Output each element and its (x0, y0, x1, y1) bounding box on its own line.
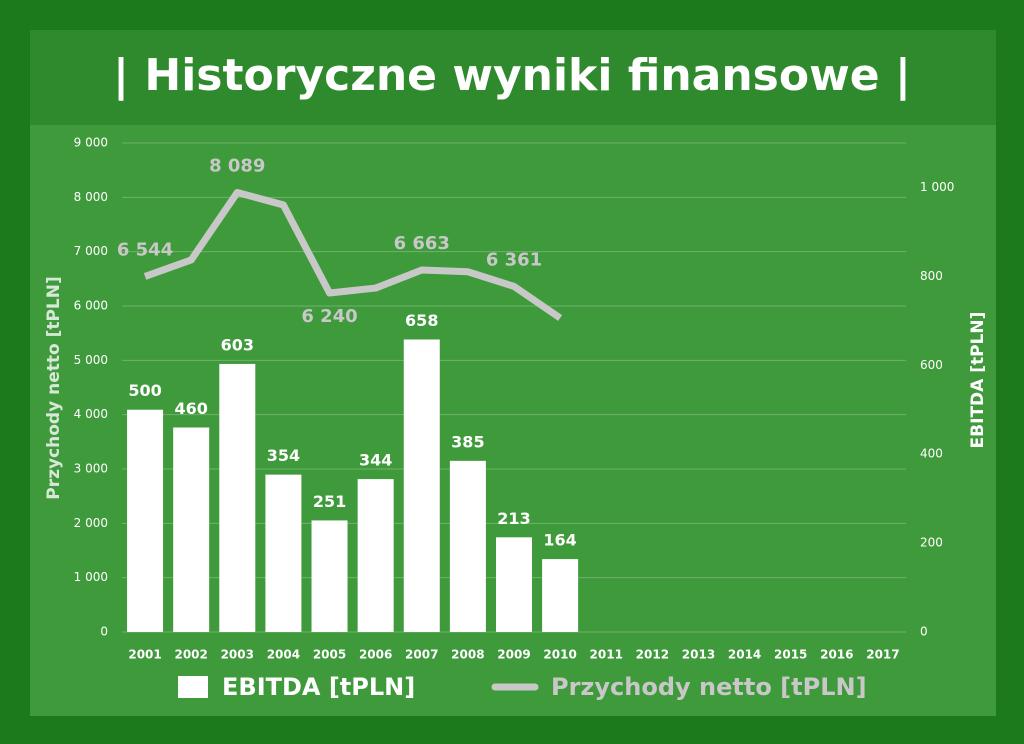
x-tick-label: 2014 (728, 648, 761, 662)
bar (449, 460, 486, 632)
x-tick-label: 2005 (313, 648, 346, 662)
x-tick-label: 2004 (267, 648, 300, 662)
bar-value-label: 460 (174, 399, 207, 418)
bar-value-label: 213 (497, 509, 530, 528)
y2-tick-label: 0 (920, 625, 928, 639)
bar-value-label: 164 (543, 531, 576, 550)
x-tick-label: 2003 (221, 648, 254, 662)
line-value-label: 6 361 (486, 249, 542, 270)
line (143, 188, 563, 321)
bar (496, 537, 532, 632)
bar-value-label: 354 (267, 446, 300, 465)
bar (173, 427, 210, 632)
y2-tick-label: 1 000 (920, 180, 954, 194)
x-tick-label: 2015 (774, 648, 807, 662)
y-tick-label: 8 000 (74, 190, 108, 204)
chart-title: | Historyczne wyniki finansowe | (113, 50, 911, 101)
x-tick-label: 2012 (636, 648, 669, 662)
bar-value-label: 344 (359, 451, 392, 470)
bar (311, 520, 348, 632)
y-tick-label: 2 000 (74, 516, 108, 530)
y-tick-label: 9 000 (74, 136, 108, 150)
line-value-label: 6 240 (301, 306, 357, 327)
bar (265, 474, 302, 632)
bar-value-label: 385 (451, 432, 484, 451)
bar (219, 363, 256, 632)
bar-value-label: 251 (313, 492, 346, 511)
legend-swatch (178, 676, 208, 698)
bar (127, 409, 164, 632)
y2-tick-label: 400 (920, 447, 943, 461)
y-tick-label: 7 000 (74, 244, 108, 258)
x-tick-label: 2001 (128, 648, 161, 662)
bar-value-label: 603 (221, 335, 254, 354)
y-tick-label: 0 (100, 625, 108, 639)
y2-tick-label: 800 (920, 269, 943, 283)
x-tick-label: 2010 (543, 648, 576, 662)
y-tick-label: 1 000 (74, 570, 108, 584)
legend-label: Przychody netto [tPLN] (551, 673, 867, 701)
x-tick-label: 2002 (174, 648, 207, 662)
y2-tick-label: 200 (920, 536, 943, 550)
x-tick-label: 2013 (682, 648, 715, 662)
bar (357, 479, 394, 632)
bar-value-label: 500 (128, 381, 161, 400)
x-tick-label: 2007 (405, 648, 438, 662)
x-tick-label: 2009 (497, 648, 530, 662)
y-tick-label: 3 000 (74, 462, 108, 476)
y-tick-label: 6 000 (74, 299, 108, 313)
y2-tick-label: 600 (920, 358, 943, 372)
y-tick-label: 5 000 (74, 353, 108, 367)
y2-axis-title: EBITDA [tPLN] (968, 312, 988, 449)
y-tick-label: 4 000 (74, 407, 108, 421)
x-tick-label: 2017 (866, 648, 899, 662)
x-tick-label: 2006 (359, 648, 392, 662)
line-value-label: 6 544 (117, 239, 173, 260)
line-value-label: 6 663 (394, 233, 450, 254)
legend-label: EBITDA [tPLN] (222, 673, 415, 701)
x-tick-label: 2008 (451, 648, 484, 662)
y-axis-title: Przychody netto [tPLN] (44, 276, 64, 500)
title-band (30, 30, 996, 125)
x-tick-label: 2016 (820, 648, 853, 662)
x-tick-label: 2011 (590, 648, 623, 662)
bar-value-label: 658 (405, 311, 438, 330)
line-value-label: 8 089 (209, 155, 265, 176)
bar (542, 559, 579, 632)
bar (403, 339, 440, 632)
